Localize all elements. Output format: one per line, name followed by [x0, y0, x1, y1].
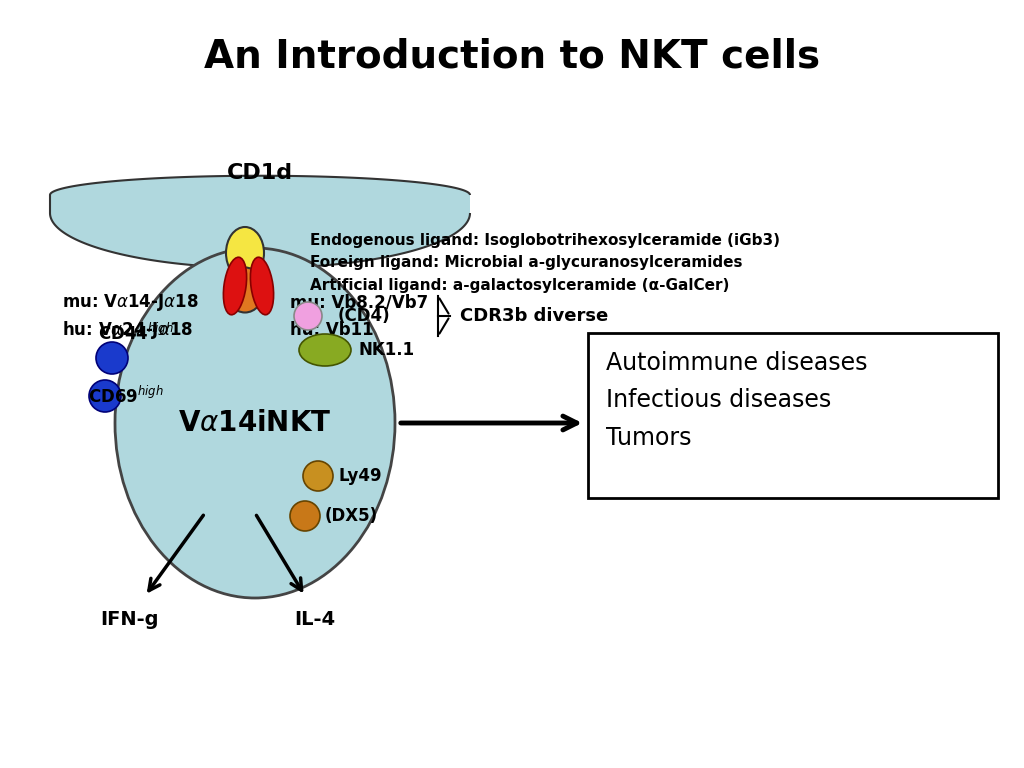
FancyBboxPatch shape — [588, 333, 998, 498]
Ellipse shape — [303, 461, 333, 491]
Text: CD1d: CD1d — [227, 163, 293, 183]
Text: hu: Vb11: hu: Vb11 — [290, 321, 374, 339]
Text: Autoimmune diseases
Infectious diseases
Tumors: Autoimmune diseases Infectious diseases … — [606, 351, 867, 449]
Ellipse shape — [226, 267, 264, 313]
Text: (DX5): (DX5) — [325, 507, 378, 525]
Ellipse shape — [226, 227, 264, 279]
Text: Ly49: Ly49 — [338, 467, 382, 485]
Ellipse shape — [294, 302, 322, 330]
Ellipse shape — [223, 257, 247, 315]
Ellipse shape — [299, 334, 351, 366]
Ellipse shape — [96, 342, 128, 374]
Text: mu: V$\alpha$14-J$\alpha$18: mu: V$\alpha$14-J$\alpha$18 — [62, 293, 199, 313]
Text: Endogenous ligand: Isoglobotrihexosylceramide (iGb3)
Foreign ligand: Microbial a: Endogenous ligand: Isoglobotrihexosylcer… — [310, 233, 780, 293]
Text: CD69$^{high}$: CD69$^{high}$ — [88, 386, 164, 406]
Ellipse shape — [89, 380, 121, 412]
Text: mu: Vb8.2/Vb7: mu: Vb8.2/Vb7 — [290, 294, 428, 312]
Text: CD44$^{high}$: CD44$^{high}$ — [98, 323, 174, 343]
Text: IL-4: IL-4 — [295, 610, 336, 629]
Text: hu: V$\alpha$24-J$\alpha$18: hu: V$\alpha$24-J$\alpha$18 — [62, 319, 194, 341]
Text: An Introduction to NKT cells: An Introduction to NKT cells — [204, 38, 820, 76]
Text: (CD4): (CD4) — [338, 307, 390, 325]
Ellipse shape — [290, 501, 319, 531]
Text: NK1.1: NK1.1 — [358, 341, 414, 359]
Ellipse shape — [115, 248, 395, 598]
PathPatch shape — [50, 176, 470, 268]
Text: CDR3b diverse: CDR3b diverse — [460, 307, 608, 325]
Text: V$\alpha$14iNKT: V$\alpha$14iNKT — [178, 409, 332, 437]
Ellipse shape — [251, 257, 273, 315]
Text: IFN-g: IFN-g — [100, 610, 160, 629]
